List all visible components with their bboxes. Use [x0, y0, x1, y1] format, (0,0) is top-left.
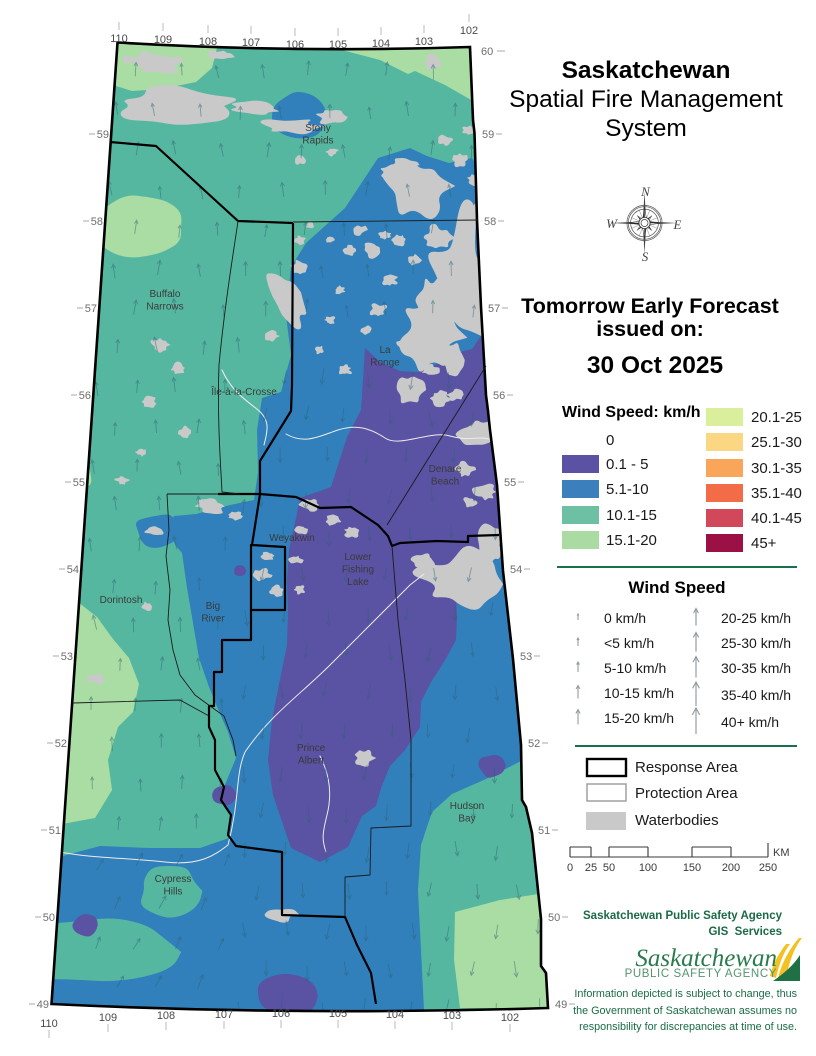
- svg-text:105: 105: [329, 39, 347, 51]
- svg-text:Dorintosh: Dorintosh: [100, 595, 143, 606]
- svg-text:150: 150: [683, 862, 701, 874]
- svg-text:106: 106: [286, 39, 304, 51]
- svg-text:50: 50: [548, 912, 560, 924]
- svg-text:Buffalo: Buffalo: [150, 289, 181, 300]
- svg-text:100: 100: [639, 862, 657, 874]
- svg-text:200: 200: [722, 862, 740, 874]
- svg-text:55: 55: [504, 477, 516, 489]
- svg-text:W: W: [606, 216, 618, 231]
- svg-text:108: 108: [199, 36, 217, 48]
- svg-text:102: 102: [460, 25, 478, 37]
- svg-text:50: 50: [43, 912, 55, 924]
- svg-text:53: 53: [520, 651, 532, 663]
- svg-text:Hudson: Hudson: [450, 801, 484, 812]
- svg-text:109: 109: [99, 1012, 117, 1024]
- svg-text:56: 56: [493, 390, 505, 402]
- svg-text:Prince: Prince: [297, 743, 326, 754]
- svg-text:108: 108: [157, 1010, 175, 1022]
- svg-text:49: 49: [37, 999, 49, 1011]
- svg-text:Hills: Hills: [164, 887, 183, 898]
- svg-text:110: 110: [40, 1018, 58, 1030]
- svg-text:52: 52: [528, 738, 540, 750]
- svg-text:250: 250: [759, 862, 777, 874]
- svg-text:Lower: Lower: [344, 552, 372, 563]
- svg-text:105: 105: [329, 1008, 347, 1020]
- svg-text:49: 49: [555, 999, 567, 1011]
- svg-text:107: 107: [242, 37, 260, 49]
- svg-text:S: S: [642, 249, 649, 264]
- svg-text:Ronge: Ronge: [370, 358, 400, 369]
- svg-text:Bay: Bay: [458, 814, 475, 825]
- svg-text:110: 110: [110, 33, 128, 45]
- svg-text:Rapids: Rapids: [302, 136, 333, 147]
- svg-text:106: 106: [272, 1008, 290, 1020]
- svg-text:58: 58: [91, 216, 103, 228]
- svg-text:Denare: Denare: [429, 464, 462, 475]
- svg-text:Lake: Lake: [347, 577, 369, 588]
- svg-text:0: 0: [567, 862, 573, 874]
- svg-text:Fishing: Fishing: [342, 565, 374, 576]
- svg-text:103: 103: [415, 36, 433, 48]
- svg-text:55: 55: [73, 477, 85, 489]
- svg-text:Big: Big: [206, 601, 220, 612]
- svg-text:58: 58: [484, 216, 496, 228]
- svg-text:59: 59: [97, 129, 109, 141]
- svg-text:54: 54: [510, 564, 522, 576]
- svg-text:Weyakwin: Weyakwin: [269, 533, 314, 544]
- svg-text:51: 51: [538, 825, 550, 837]
- svg-text:E: E: [673, 217, 682, 232]
- svg-text:102: 102: [501, 1012, 519, 1024]
- svg-text:Narrows: Narrows: [146, 302, 183, 313]
- svg-text:109: 109: [154, 34, 172, 46]
- svg-text:59: 59: [482, 129, 494, 141]
- svg-text:107: 107: [215, 1009, 233, 1021]
- svg-text:La: La: [379, 345, 391, 356]
- svg-text:56: 56: [79, 390, 91, 402]
- svg-text:KM: KM: [773, 847, 790, 859]
- svg-text:104: 104: [372, 38, 390, 50]
- svg-text:60: 60: [481, 46, 493, 58]
- svg-text:57: 57: [488, 303, 500, 315]
- svg-text:Île-à-la-Crosse: Île-à-la-Crosse: [210, 385, 277, 398]
- svg-text:103: 103: [443, 1010, 461, 1022]
- svg-text:57: 57: [85, 303, 97, 315]
- svg-text:52: 52: [55, 738, 67, 750]
- svg-text:N: N: [640, 184, 651, 199]
- svg-text:54: 54: [67, 564, 79, 576]
- svg-text:51: 51: [49, 825, 61, 837]
- svg-text:Stony: Stony: [305, 123, 331, 134]
- svg-text:104: 104: [386, 1009, 404, 1021]
- svg-text:53: 53: [61, 651, 73, 663]
- svg-text:Cypress: Cypress: [155, 874, 192, 885]
- svg-text:River: River: [201, 614, 225, 625]
- svg-text:Albert: Albert: [298, 756, 324, 767]
- svg-text:25: 25: [585, 862, 597, 874]
- svg-text:Beach: Beach: [431, 477, 459, 488]
- svg-text:50: 50: [603, 862, 615, 874]
